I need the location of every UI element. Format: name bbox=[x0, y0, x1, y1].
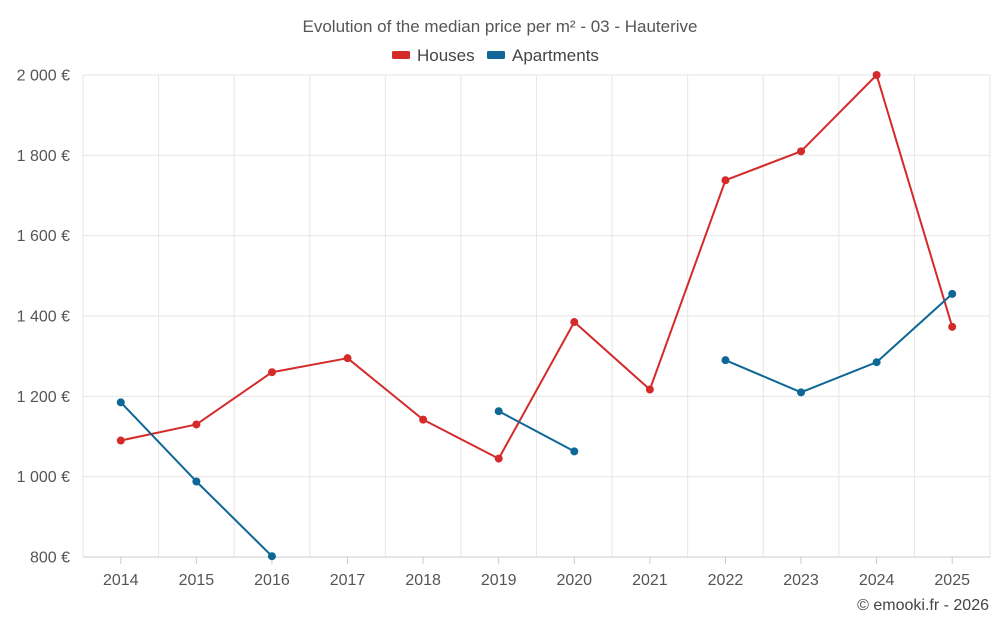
data-point[interactable] bbox=[797, 388, 806, 397]
data-point[interactable] bbox=[494, 407, 503, 416]
series-apartments bbox=[116, 289, 957, 561]
data-point[interactable] bbox=[872, 71, 881, 79]
data-point[interactable] bbox=[570, 318, 579, 327]
data-point[interactable] bbox=[116, 398, 125, 407]
data-point[interactable] bbox=[721, 356, 730, 365]
x-tick-label: 2016 bbox=[254, 572, 290, 589]
y-axis: 800 € 1 000 € 1 200 € 1 400 € 1 600 € 1 800 €… bbox=[17, 68, 70, 567]
x-tick-label: 2018 bbox=[405, 572, 441, 589]
chart-title: Evolution of the median price per m² - 0… bbox=[303, 17, 698, 36]
data-point[interactable] bbox=[116, 436, 125, 445]
y-tick-label: 1 000 € bbox=[17, 469, 70, 486]
x-tick-label: 2025 bbox=[934, 572, 970, 589]
legend-label-apartments[interactable]: Apartments bbox=[512, 46, 599, 65]
data-point[interactable] bbox=[343, 354, 352, 363]
series-line bbox=[119, 74, 954, 460]
data-point[interactable] bbox=[192, 477, 201, 486]
data-point[interactable] bbox=[948, 289, 957, 298]
data-point[interactable] bbox=[192, 420, 201, 429]
y-tick-label: 1 400 € bbox=[17, 309, 70, 326]
series-line bbox=[497, 410, 576, 453]
x-tick-label: 2015 bbox=[179, 572, 215, 589]
legend-swatch-apartments bbox=[487, 51, 505, 59]
series-line bbox=[724, 292, 954, 394]
data-point[interactable] bbox=[419, 415, 428, 424]
data-point[interactable] bbox=[494, 454, 503, 463]
x-tick-label: 2021 bbox=[632, 572, 668, 589]
x-tick-label: 2024 bbox=[859, 572, 895, 589]
legend-swatch-houses bbox=[392, 51, 410, 59]
data-point[interactable] bbox=[267, 552, 276, 561]
x-tick-label: 2019 bbox=[481, 572, 517, 589]
y-tick-label: 1 600 € bbox=[17, 228, 70, 245]
y-tick-label: 1 800 € bbox=[17, 148, 70, 165]
data-point[interactable] bbox=[797, 147, 806, 156]
x-tick-label: 2020 bbox=[556, 572, 592, 589]
x-tick-label: 2014 bbox=[103, 572, 139, 589]
series-layer bbox=[116, 71, 957, 561]
legend-label-houses[interactable]: Houses bbox=[417, 46, 475, 65]
x-axis: 2014 2015 2016 2017 2018 2019 2020 2021 2022 2023… bbox=[83, 556, 990, 589]
x-tick-label: 2022 bbox=[708, 572, 744, 589]
series-houses bbox=[116, 71, 957, 463]
x-tick-label: 2017 bbox=[330, 572, 366, 589]
credit-text: © emooki.fr - 2026 bbox=[857, 597, 989, 614]
data-point[interactable] bbox=[570, 447, 579, 456]
y-tick-label: 1 200 € bbox=[17, 389, 70, 406]
gridlines bbox=[82, 74, 991, 558]
x-tick-label: 2023 bbox=[783, 572, 819, 589]
data-point[interactable] bbox=[721, 176, 730, 185]
data-point[interactable] bbox=[645, 385, 654, 394]
y-tick-label: 800 € bbox=[30, 550, 70, 567]
y-tick-label: 2 000 € bbox=[17, 68, 70, 85]
data-point[interactable] bbox=[948, 322, 957, 331]
data-point[interactable] bbox=[872, 358, 881, 367]
data-point[interactable] bbox=[267, 368, 276, 377]
legend: Houses Apartments bbox=[392, 46, 599, 65]
